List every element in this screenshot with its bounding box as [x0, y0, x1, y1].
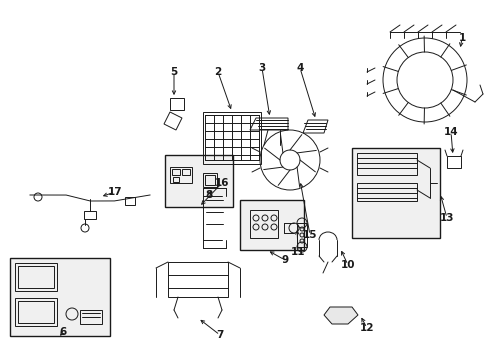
- Bar: [10, 258, 110, 336]
- Text: 13: 13: [439, 213, 453, 223]
- Bar: [170, 167, 192, 183]
- Text: 2: 2: [214, 67, 221, 77]
- Bar: [182, 169, 190, 175]
- Bar: [240, 200, 304, 250]
- Bar: [296, 223, 306, 247]
- Bar: [249, 210, 278, 238]
- Bar: [173, 177, 179, 182]
- Bar: [172, 169, 180, 175]
- Text: 4: 4: [296, 63, 303, 73]
- Text: 3: 3: [258, 63, 265, 73]
- Bar: [80, 310, 102, 324]
- Bar: [125, 197, 135, 205]
- Bar: [84, 211, 96, 219]
- Bar: [203, 173, 217, 187]
- Bar: [15, 298, 57, 326]
- Text: 6: 6: [59, 327, 66, 337]
- Text: 9: 9: [281, 255, 288, 265]
- Bar: [356, 183, 416, 201]
- Text: 11: 11: [290, 247, 305, 257]
- Text: 12: 12: [359, 323, 373, 333]
- Bar: [356, 153, 416, 175]
- Bar: [351, 148, 439, 238]
- Bar: [170, 98, 183, 110]
- Bar: [15, 263, 57, 291]
- Bar: [18, 301, 54, 323]
- Polygon shape: [324, 307, 357, 324]
- Bar: [203, 112, 261, 164]
- Text: 14: 14: [443, 127, 457, 137]
- Bar: [18, 266, 54, 288]
- Text: 10: 10: [340, 260, 354, 270]
- Text: 1: 1: [457, 33, 465, 43]
- Text: 16: 16: [214, 178, 229, 188]
- Text: 5: 5: [170, 67, 177, 77]
- Bar: [164, 155, 232, 207]
- Text: 17: 17: [107, 187, 122, 197]
- Text: 7: 7: [216, 330, 223, 340]
- Bar: [168, 262, 227, 297]
- Text: 8: 8: [205, 190, 212, 200]
- Text: 15: 15: [302, 230, 317, 240]
- Bar: [446, 156, 460, 168]
- Bar: [204, 175, 215, 185]
